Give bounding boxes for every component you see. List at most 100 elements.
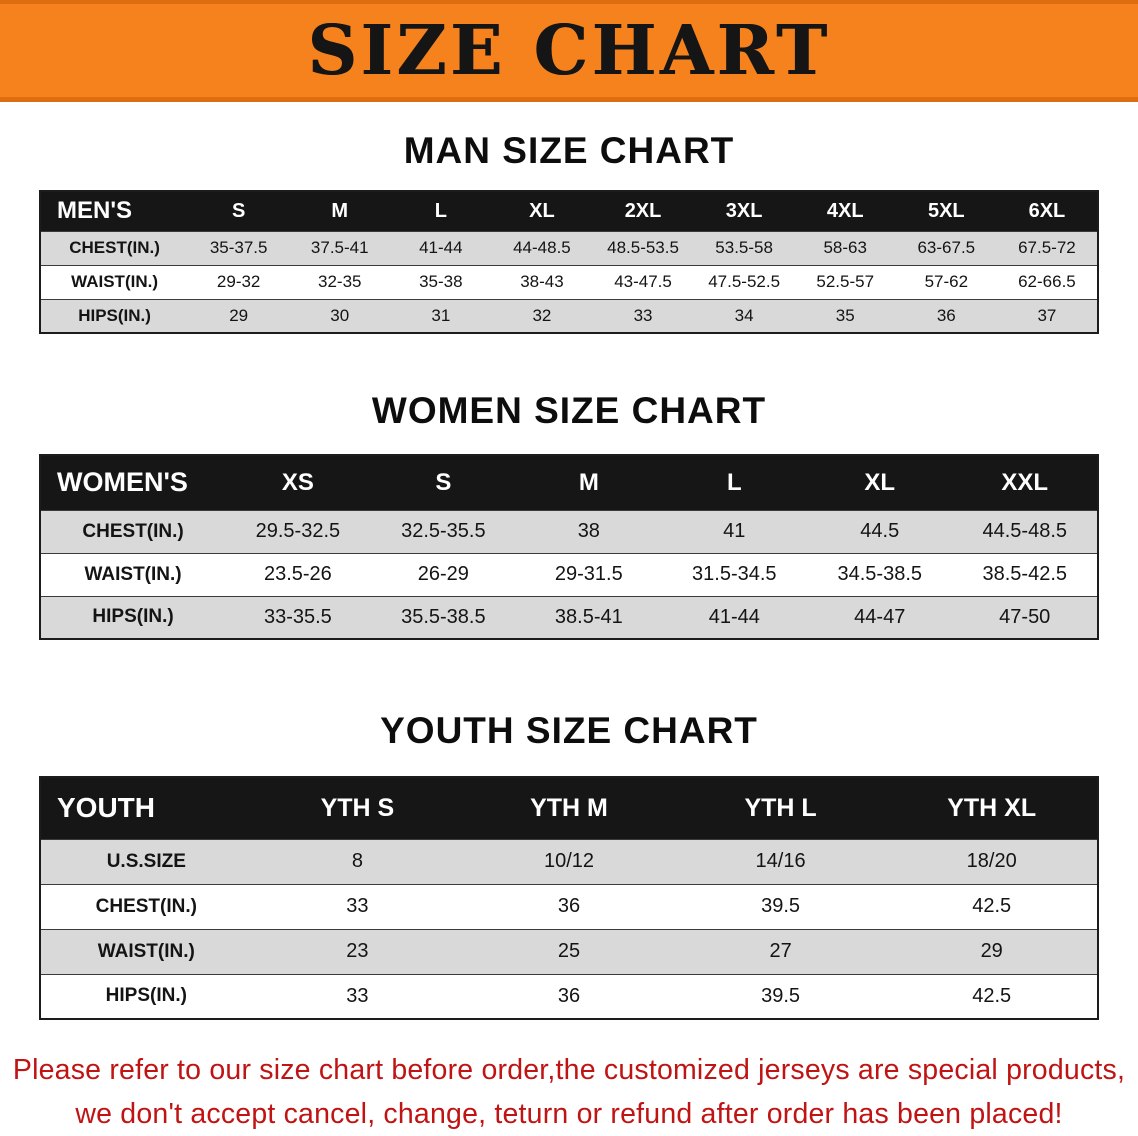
value-cell: 30 bbox=[330, 305, 350, 325]
value-cell: 34 bbox=[734, 305, 754, 325]
value-cell: 31.5-34.5 bbox=[692, 563, 777, 585]
size-header-cell: L bbox=[661, 455, 808, 510]
page-title: SIZE CHART bbox=[307, 10, 831, 91]
value-cell: 35-38 bbox=[419, 272, 463, 291]
value-cell: 43-47.5 bbox=[614, 272, 672, 291]
value-cell: 37.5-41 bbox=[310, 238, 369, 257]
table-title-cell: MEN'S bbox=[40, 191, 189, 231]
value-cell: 62-66.5 bbox=[1018, 272, 1076, 291]
men-section-heading: MAN SIZE CHART bbox=[403, 130, 735, 171]
value-cell: 44-47 bbox=[854, 605, 906, 628]
row-label-cell: WAIST(IN.) bbox=[97, 940, 195, 962]
size-header-cell: YTH XL bbox=[886, 777, 1098, 839]
value-cell: 42.5 bbox=[972, 895, 1012, 917]
size-header-cell: S bbox=[370, 455, 517, 510]
disclaimer-line-1: Please refer to our size chart before or… bbox=[12, 1054, 1126, 1086]
disclaimer-line-2: we don't accept cancel, change, teturn o… bbox=[75, 1098, 1063, 1131]
table-header-row: WOMEN'S XS S M L XL XXL bbox=[40, 455, 1098, 510]
value-cell: 14/16 bbox=[755, 850, 806, 872]
row-label-cell: CHEST(IN.) bbox=[69, 238, 160, 257]
value-cell: 63-67.5 bbox=[917, 238, 976, 257]
value-cell: 38.5-42.5 bbox=[982, 563, 1067, 585]
value-cell: 47.5-52.5 bbox=[708, 272, 781, 291]
value-cell: 58-63 bbox=[823, 238, 867, 257]
youth-section-heading: YOUTH SIZE CHART bbox=[380, 710, 758, 751]
value-cell: 31 bbox=[431, 305, 451, 325]
value-cell: 33 bbox=[346, 984, 369, 1007]
size-header-cell: XS bbox=[225, 455, 371, 510]
value-cell: 44.5-48.5 bbox=[982, 520, 1067, 542]
value-cell: 8 bbox=[351, 850, 363, 872]
row-label-cell: CHEST(IN.) bbox=[82, 520, 184, 542]
value-cell: 18/20 bbox=[966, 850, 1017, 872]
value-cell: 36 bbox=[557, 895, 581, 917]
value-cell: 36 bbox=[936, 305, 956, 325]
value-cell: 29.5-32.5 bbox=[255, 520, 341, 542]
table-title-cell: WOMEN'S bbox=[40, 455, 226, 510]
row-label-cell: HIPS(IN.) bbox=[78, 305, 151, 325]
disclaimer-note: Please refer to our size chart before or… bbox=[0, 1048, 1138, 1136]
women-section-heading: WOMEN SIZE CHART bbox=[371, 390, 767, 431]
measurement-row: HIPS(IN.) 29 30 31 32 33 34 35 36 37 bbox=[40, 299, 1098, 333]
value-cell: 29 bbox=[980, 940, 1003, 962]
value-cell: 33 bbox=[633, 305, 653, 325]
youth-size-table: YOUTH YTH S YTH M YTH L YTH XL U.S.SIZE 8 10/12… bbox=[39, 776, 1099, 1020]
size-header-cell: 5XL bbox=[895, 191, 997, 231]
value-cell: 42.5 bbox=[972, 984, 1012, 1007]
size-header-cell: M bbox=[289, 191, 391, 231]
value-cell: 23 bbox=[346, 940, 369, 962]
value-cell: 41 bbox=[723, 520, 746, 542]
row-label-cell: WAIST(IN.) bbox=[84, 563, 182, 585]
value-cell: 44-48.5 bbox=[513, 238, 571, 257]
value-cell: 67.5-72 bbox=[1018, 238, 1076, 257]
value-cell: 38.5-41 bbox=[554, 605, 623, 628]
size-header-cell: XL bbox=[491, 191, 593, 231]
value-cell: 41-44 bbox=[419, 238, 463, 257]
men-size-section: MAN SIZE CHART MEN'S S M L XL 2XL 3XL 4XL 5XL 6XL… bbox=[0, 130, 1138, 334]
value-cell: 27 bbox=[769, 940, 792, 962]
value-cell: 29-32 bbox=[216, 272, 261, 291]
size-header-cell: YTH L bbox=[674, 777, 887, 839]
value-cell: 32.5-35.5 bbox=[401, 520, 486, 542]
measurement-row: CHEST(IN.) 33 36 39.5 42.5 bbox=[40, 884, 1098, 929]
value-cell: 29-31.5 bbox=[554, 563, 623, 585]
value-cell: 39.5 bbox=[761, 895, 801, 917]
value-cell: 32-35 bbox=[318, 272, 362, 291]
value-cell: 35.5-38.5 bbox=[401, 605, 486, 628]
value-cell: 41-44 bbox=[708, 605, 760, 628]
row-label-cell: HIPS(IN.) bbox=[92, 606, 174, 628]
measurement-row: WAIST(IN.) 23.5-26 26-29 29-31.5 31.5-34.5 34… bbox=[40, 553, 1098, 596]
measurement-row: U.S.SIZE 8 10/12 14/16 18/20 bbox=[40, 839, 1098, 884]
value-cell: 53.5-58 bbox=[715, 238, 773, 257]
size-header-cell: XL bbox=[807, 455, 953, 510]
value-cell: 10/12 bbox=[543, 850, 595, 872]
men-size-table: MEN'S S M L XL 2XL 3XL 4XL 5XL 6XL CHEST(IN.) 35-37… bbox=[39, 190, 1099, 334]
value-cell: 32 bbox=[532, 305, 552, 325]
value-cell: 47-50 bbox=[999, 605, 1051, 628]
size-header-cell: M bbox=[516, 455, 662, 510]
value-cell: 39.5 bbox=[761, 984, 801, 1007]
value-cell: 26-29 bbox=[417, 563, 469, 585]
value-cell: 33-35.5 bbox=[263, 605, 332, 628]
value-cell: 37 bbox=[1037, 305, 1057, 325]
size-header-cell: 4XL bbox=[794, 191, 896, 231]
size-header-cell: L bbox=[390, 191, 492, 231]
value-cell: 35-37.5 bbox=[209, 238, 268, 257]
value-cell: 36 bbox=[557, 984, 581, 1007]
size-header-cell: 2XL bbox=[592, 191, 694, 231]
measurement-row: WAIST(IN.) 29-32 32-35 35-38 38-43 43-47.5 47.… bbox=[40, 265, 1098, 299]
value-cell: 52.5-57 bbox=[816, 272, 875, 291]
size-header-cell: YTH M bbox=[463, 777, 675, 839]
row-label-cell: HIPS(IN.) bbox=[105, 985, 187, 1007]
size-header-cell: YTH S bbox=[251, 777, 464, 839]
banner: SIZE CHART bbox=[0, 0, 1138, 102]
size-header-cell: 6XL bbox=[996, 191, 1098, 231]
value-cell: 23.5-26 bbox=[263, 563, 332, 585]
women-size-table: WOMEN'S XS S M L XL XXL CHEST(IN.) 29.5-32.5 32.5… bbox=[39, 454, 1099, 640]
table-header-row: MEN'S S M L XL 2XL 3XL 4XL 5XL 6XL bbox=[40, 191, 1098, 231]
table-title-cell: YOUTH bbox=[40, 777, 252, 839]
value-cell: 57-62 bbox=[924, 272, 969, 291]
size-header-cell: XXL bbox=[952, 455, 1098, 510]
value-cell: 48.5-53.5 bbox=[607, 238, 679, 257]
